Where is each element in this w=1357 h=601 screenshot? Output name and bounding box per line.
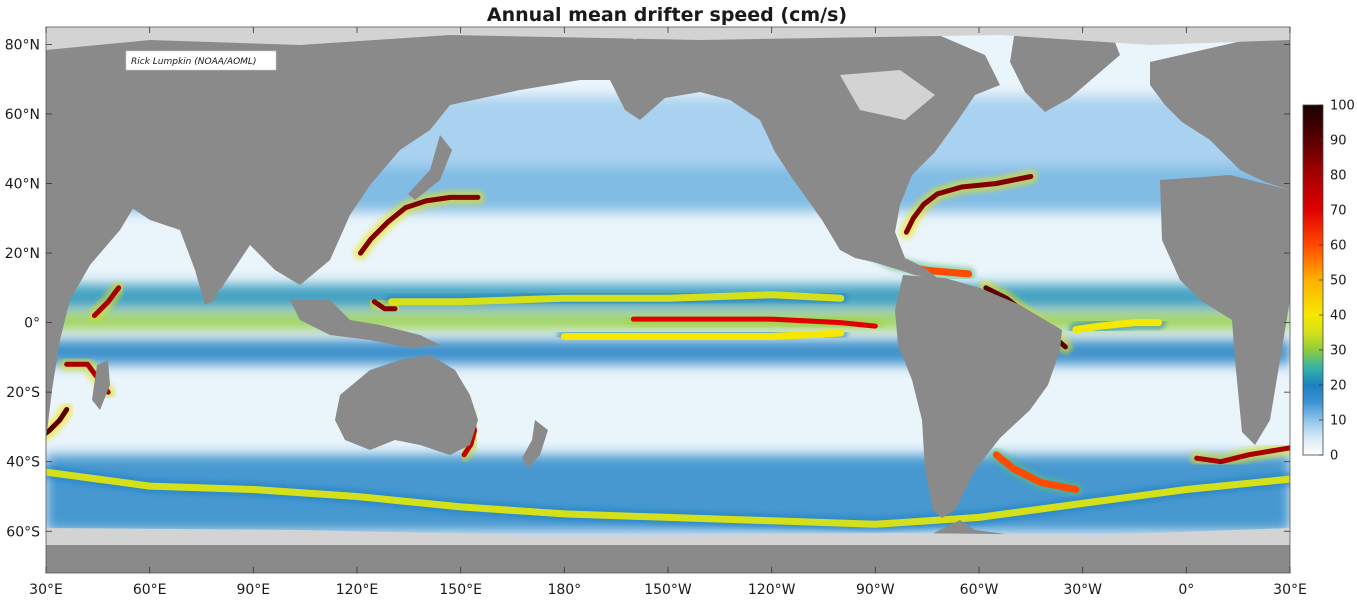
x-tick-label: 90°E [236, 582, 270, 598]
y-tick-label: 60°N [5, 107, 40, 123]
current-path [46, 407, 70, 437]
current-path [903, 174, 1034, 235]
x-tick-label: 30°E [1273, 582, 1307, 598]
current-path [358, 194, 481, 256]
speed-band [46, 339, 1290, 365]
land-madagascar [92, 360, 110, 410]
land-australia [335, 355, 478, 455]
x-axis: 30°E 60°E 90°E 120°E 150°E 180° 150°W 120°W 90°W… [29, 27, 1307, 598]
y-tick-label: 20°S [6, 385, 40, 401]
colorbar-tick-label: 20 [1330, 379, 1347, 394]
land-india [180, 230, 230, 305]
x-tick-label: 60°E [133, 582, 167, 598]
no-data-hudson [840, 70, 935, 120]
colorbar-tick-label: 100 [1330, 99, 1355, 114]
land-africa-east-edge [1160, 175, 1290, 445]
x-tick-label: 150°E [439, 582, 482, 598]
current-path [1072, 319, 1163, 334]
x-tick-label: 60°W [960, 582, 999, 598]
colorbar-tick-label: 60 [1330, 239, 1347, 254]
land-asia [46, 27, 660, 290]
colorbar-tick-label: 80 [1330, 169, 1347, 184]
land-antarctica [46, 520, 1290, 573]
y-tick-label: 40°S [6, 455, 40, 471]
current-path [992, 451, 1080, 493]
colorbar-tick-label: 10 [1330, 414, 1347, 429]
y-tick-label: 60°S [6, 524, 40, 540]
colorbar-ticks: 0 10 20 30 40 50 60 70 80 90 100 [1319, 99, 1355, 464]
colorbar-tick-label: 70 [1330, 204, 1347, 219]
x-tick-label: 120°E [336, 582, 379, 598]
colorbar: 0 10 20 30 40 50 60 70 80 90 100 [1302, 99, 1355, 464]
land-eurasia-west [1150, 30, 1290, 190]
x-tick-label: 150°W [644, 582, 692, 598]
x-tick-label: 0° [1178, 582, 1194, 598]
credit-label: Rick Lumpkin (NOAA/AOML) [131, 57, 256, 67]
credit-box: Rick Lumpkin (NOAA/AOML) [125, 50, 277, 71]
land-japan [408, 135, 452, 200]
map-panel: Rick Lumpkin (NOAA/AOML) [46, 27, 1290, 573]
x-tick-label: 90°W [856, 582, 895, 598]
land-maritime-continent [290, 300, 440, 348]
land-new-zealand [522, 420, 548, 468]
current-path [630, 316, 878, 329]
x-tick-label: 30°E [29, 582, 63, 598]
current-path [371, 299, 398, 312]
current-path [91, 285, 122, 319]
current-path [560, 329, 845, 340]
current-path [46, 468, 1290, 528]
map-title: Annual mean drifter speed (cm/s) [487, 4, 847, 26]
land-south-america [895, 275, 1062, 518]
y-tick-label: 20°N [5, 246, 40, 262]
current-path [1194, 445, 1290, 465]
current-path [388, 291, 845, 306]
colorbar-tick-label: 90 [1330, 134, 1347, 149]
y-axis: 80°N 60°N 40°N 20°N 0° 20°S 40°S 60°S [5, 37, 1290, 540]
ocean-currents [46, 169, 1290, 532]
colorbar-tick-label: 30 [1330, 344, 1347, 359]
y-tick-label: 0° [24, 316, 40, 332]
x-tick-label: 120°W [748, 582, 796, 598]
x-tick-label: 30°W [1063, 582, 1102, 598]
y-tick-label: 80°N [5, 37, 40, 53]
land-greenland [1010, 30, 1120, 112]
colorbar-tick-label: 40 [1330, 309, 1347, 324]
y-tick-label: 40°N [5, 176, 40, 192]
no-data-southern [46, 528, 1290, 545]
colorbar-tick-label: 50 [1330, 274, 1347, 289]
x-tick-label: 180° [547, 582, 581, 598]
colorbar-tick-label: 0 [1330, 449, 1338, 464]
